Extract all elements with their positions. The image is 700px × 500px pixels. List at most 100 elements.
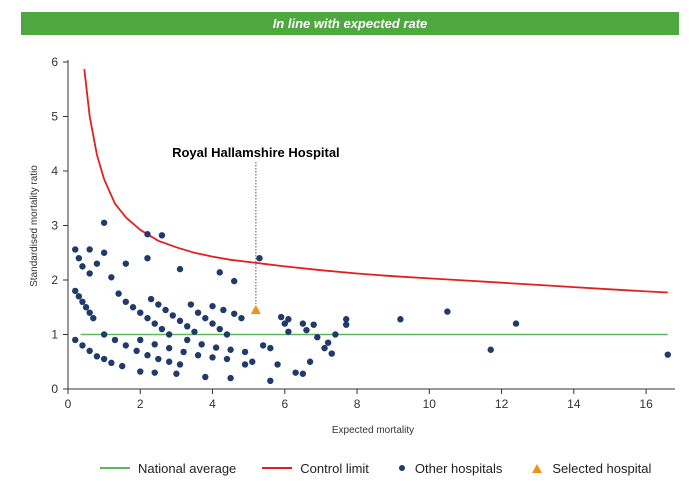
legend-label-control-limit: Control limit bbox=[300, 460, 369, 476]
other-hospital-point bbox=[118, 362, 126, 370]
status-banner: In line with expected rate bbox=[21, 12, 679, 35]
other-hospital-point bbox=[202, 314, 209, 322]
y-tick-label: 3 bbox=[51, 219, 58, 233]
other-hospital-point bbox=[332, 331, 339, 338]
other-hospital-point bbox=[231, 277, 238, 285]
other-hospital-point bbox=[151, 320, 158, 327]
other-hospital-point bbox=[158, 325, 166, 333]
other-hospital-point bbox=[216, 269, 223, 276]
other-hospital-point bbox=[231, 310, 238, 317]
selected-hospital-point bbox=[250, 304, 261, 314]
other-hospital-point bbox=[238, 314, 245, 322]
legend-swatch-control-limit bbox=[262, 467, 293, 469]
other-hospital-point bbox=[72, 336, 79, 344]
other-hospital-point bbox=[100, 249, 108, 256]
x-tick-label: 16 bbox=[639, 397, 653, 411]
legend-item-national-average: National average bbox=[100, 461, 236, 476]
other-hospital-point bbox=[115, 290, 122, 297]
legend-item-selected-hospital: Selected hospital bbox=[528, 461, 651, 476]
other-hospital-point bbox=[310, 321, 317, 328]
other-hospital-point bbox=[100, 355, 108, 363]
other-hospital-point bbox=[144, 352, 151, 359]
other-hospital-point bbox=[151, 369, 158, 376]
other-hospital-point bbox=[343, 321, 350, 328]
legend-item-other-hospitals: Other hospitals bbox=[395, 461, 502, 476]
other-hospital-point bbox=[144, 314, 151, 322]
other-hospital-point bbox=[664, 351, 671, 358]
other-hospital-point bbox=[86, 347, 93, 355]
other-hospital-point bbox=[328, 350, 335, 357]
other-hospital-point bbox=[209, 320, 216, 327]
other-hospital-point bbox=[122, 260, 130, 267]
other-hospital-point bbox=[86, 309, 93, 316]
other-hospital-point bbox=[299, 370, 307, 377]
other-hospital-point bbox=[397, 316, 404, 323]
other-hospital-point bbox=[274, 361, 281, 368]
other-hospital-point bbox=[306, 358, 314, 365]
other-hospital-point bbox=[292, 369, 299, 376]
other-hospital-point bbox=[227, 346, 234, 353]
other-hospital-point bbox=[86, 270, 93, 277]
other-hospital-point bbox=[223, 331, 231, 338]
reference-lines bbox=[80, 68, 668, 336]
other-hospital-point bbox=[165, 358, 173, 365]
other-hospital-point bbox=[133, 347, 140, 355]
other-hospital-point bbox=[216, 325, 223, 333]
other-hospital-point bbox=[227, 374, 234, 382]
other-hospital-point bbox=[324, 339, 332, 346]
y-tick-label: 5 bbox=[51, 110, 58, 124]
x-tick-label: 4 bbox=[209, 397, 216, 411]
other-hospital-point bbox=[198, 341, 205, 348]
other-hospital-point bbox=[220, 306, 227, 314]
other-hospital-point bbox=[79, 263, 86, 270]
legend-swatch-selected-hospital bbox=[532, 463, 543, 473]
other-hospital-point bbox=[314, 334, 321, 341]
other-hospital-point bbox=[241, 361, 249, 368]
other-hospital-point bbox=[86, 246, 93, 253]
other-hospital-point bbox=[241, 348, 249, 356]
other-hospital-point bbox=[299, 320, 307, 327]
other-hospital-point bbox=[184, 336, 191, 344]
other-hospital-point bbox=[303, 326, 310, 334]
other-hospital-point bbox=[129, 304, 137, 311]
y-axis-label: Standardised mortality ratio bbox=[29, 165, 40, 287]
other-hospital-point bbox=[267, 344, 274, 352]
data-points bbox=[72, 219, 671, 385]
x-tick-label: 2 bbox=[137, 397, 144, 411]
other-hospital-point bbox=[82, 304, 90, 311]
other-hospital-point bbox=[209, 354, 216, 361]
other-hospital-point bbox=[165, 331, 173, 338]
other-hospital-point bbox=[79, 298, 86, 305]
other-hospital-point bbox=[137, 336, 144, 344]
other-hospital-point bbox=[194, 309, 202, 316]
other-hospital-point bbox=[72, 287, 79, 295]
x-tick-label: 0 bbox=[65, 397, 72, 411]
legend: National average Control limit Other hos… bbox=[100, 458, 690, 478]
other-hospital-point bbox=[191, 328, 198, 335]
other-hospital-point bbox=[122, 298, 130, 305]
annotation-group: Royal Hallamshire Hospital bbox=[172, 145, 340, 304]
y-tick-label: 4 bbox=[51, 164, 58, 178]
x-tick-label: 8 bbox=[354, 397, 361, 411]
legend-label-selected-hospital: Selected hospital bbox=[552, 460, 652, 476]
other-hospital-point bbox=[212, 344, 220, 351]
x-tick-label: 14 bbox=[567, 397, 581, 411]
other-hospital-point bbox=[223, 355, 231, 363]
other-hospital-point bbox=[512, 320, 520, 327]
other-hospital-point bbox=[281, 320, 288, 327]
other-hospital-point bbox=[108, 359, 115, 367]
other-hospital-point bbox=[444, 308, 451, 315]
other-hospital-point bbox=[93, 260, 101, 267]
legend-swatch-national-average bbox=[100, 467, 130, 469]
other-hospital-point bbox=[180, 348, 187, 356]
x-tick-label: 12 bbox=[495, 397, 509, 411]
other-hospital-point bbox=[267, 377, 274, 385]
other-hospital-point bbox=[259, 342, 267, 349]
other-hospital-point bbox=[277, 313, 285, 321]
other-hospital-point bbox=[187, 301, 195, 308]
other-hospital-point bbox=[165, 344, 173, 352]
other-hospital-point bbox=[194, 352, 202, 359]
y-tick-label: 6 bbox=[51, 55, 58, 69]
other-hospital-point bbox=[122, 342, 130, 349]
